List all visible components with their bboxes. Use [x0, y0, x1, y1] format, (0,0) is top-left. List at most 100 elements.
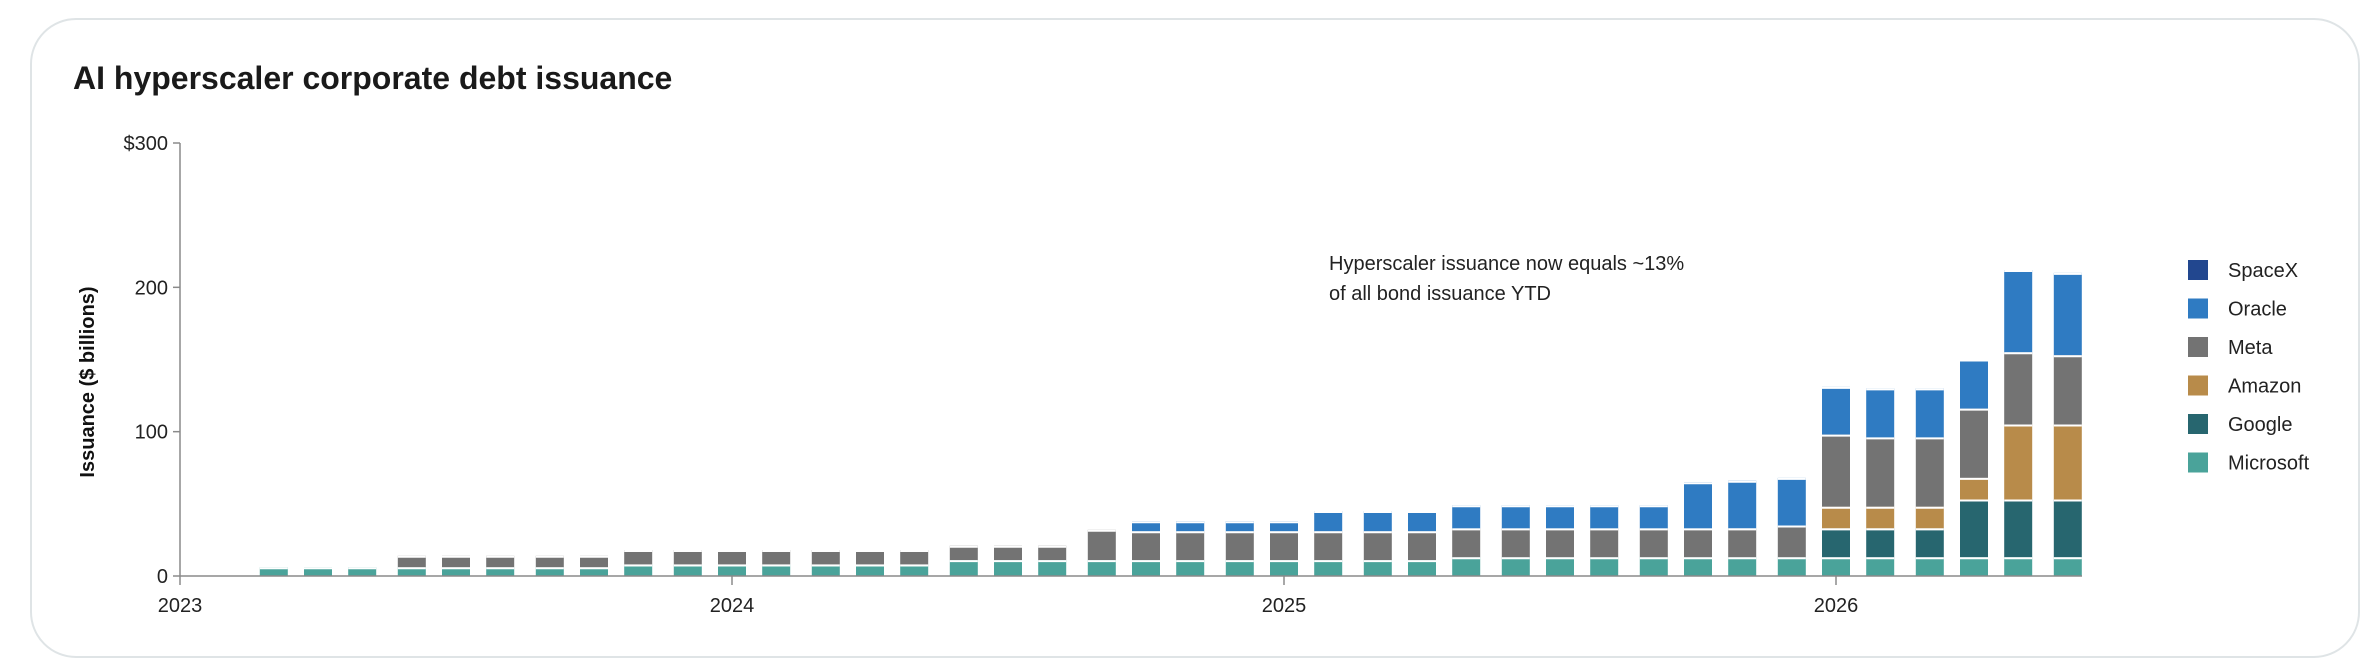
bar-segment-google-38 — [2004, 499, 2033, 558]
bar-segment-oracle-28 — [1546, 505, 1574, 529]
bar-segment-microsoft-3 — [397, 567, 426, 576]
x-tick-label: 2024 — [710, 595, 755, 617]
axes-layer: $300 200 100 0 2023 2024 2025 2026 — [124, 133, 2082, 617]
bar-segment-microsoft-36 — [1915, 557, 1944, 576]
legend-label-spacex: SpaceX — [2228, 260, 2298, 282]
bar-segment-microsoft-19 — [1132, 560, 1160, 576]
bar-segment-google-36 — [1915, 528, 1944, 558]
chart-title: AI hyperscaler corporate debt issuance — [73, 60, 673, 96]
legend-label-google: Google — [2228, 414, 2293, 436]
bar-segment-microsoft-17 — [1038, 560, 1067, 576]
bar-segment-meta-23 — [1314, 531, 1343, 561]
y-tick-label: $300 — [124, 133, 169, 155]
legend-swatch-spacex — [2188, 260, 2208, 280]
bar-segment-microsoft-12 — [811, 564, 840, 576]
x-tick-label: 2026 — [1814, 595, 1859, 617]
bar-segment-microsoft-13 — [856, 564, 884, 576]
bar-segment-oracle-36 — [1915, 388, 1944, 438]
bar-segment-meta-8 — [624, 550, 653, 565]
bar-segment-oracle-31 — [1684, 482, 1712, 529]
legend-swatch-meta — [2188, 337, 2208, 357]
bar-segment-microsoft-16 — [994, 560, 1022, 576]
bar-segment-meta-4 — [442, 555, 470, 568]
bar-segment-google-34 — [1822, 528, 1850, 558]
bar-segment-oracle-29 — [1590, 505, 1619, 529]
bar-segment-oracle-24 — [1363, 511, 1392, 532]
bar-segment-meta-36 — [1915, 437, 1944, 507]
bar-segment-meta-33 — [1777, 525, 1806, 558]
legend: SpaceX Oracle Meta Amazon Google Microsoft — [2188, 260, 2310, 475]
bar-segment-microsoft-18 — [1087, 560, 1116, 576]
bar-segment-meta-35 — [1866, 437, 1895, 507]
bar-segment-oracle-30 — [1639, 505, 1668, 529]
bar-segment-meta-20 — [1176, 531, 1205, 561]
bar-segment-google-39 — [2053, 499, 2082, 558]
bar-segment-microsoft-34 — [1822, 557, 1850, 576]
chart-svg: $300 200 100 0 2023 2024 2025 2026 Issuance ($ … — [77, 133, 2310, 617]
bars-layer — [259, 270, 2082, 576]
y-tick-label: 0 — [157, 566, 168, 588]
bar-segment-oracle-27 — [1501, 505, 1530, 529]
bar-segment-meta-19 — [1132, 531, 1160, 561]
bar-segment-microsoft-23 — [1314, 560, 1343, 576]
bar-segment-microsoft-5 — [486, 567, 515, 576]
bar-segment-microsoft-22 — [1270, 560, 1298, 576]
bar-segment-google-37 — [1960, 499, 1988, 558]
bar-segment-meta-6 — [535, 555, 564, 568]
bar-segment-meta-12 — [811, 550, 840, 565]
bar-segment-microsoft-20 — [1176, 560, 1205, 576]
bar-segment-meta-31 — [1684, 528, 1712, 558]
bar-segment-oracle-33 — [1777, 477, 1806, 526]
y-axis-label: Issuance ($ billions) — [77, 286, 99, 477]
bar-segment-meta-28 — [1546, 528, 1574, 558]
bar-segment-microsoft-28 — [1546, 557, 1574, 576]
bar-segment-microsoft-38 — [2004, 557, 2033, 576]
bar-segment-meta-11 — [762, 550, 791, 565]
bar-segment-microsoft-31 — [1684, 557, 1712, 576]
legend-swatch-microsoft — [2188, 452, 2208, 473]
bar-segment-meta-38 — [2004, 352, 2033, 425]
bar-segment-oracle-23 — [1314, 511, 1343, 532]
bar-segment-meta-18 — [1087, 529, 1116, 561]
bar-segment-microsoft-37 — [1960, 557, 1988, 576]
bar-segment-meta-13 — [856, 550, 884, 565]
bar-segment-microsoft-15 — [949, 560, 978, 576]
bar-segment-meta-22 — [1270, 531, 1298, 561]
bar-segment-oracle-39 — [2053, 272, 2082, 356]
bar-segment-oracle-35 — [1866, 388, 1895, 438]
bar-segment-meta-26 — [1452, 528, 1481, 558]
bar-segment-meta-5 — [486, 555, 515, 568]
bar-segment-microsoft-25 — [1408, 560, 1436, 576]
bar-segment-meta-10 — [718, 550, 746, 565]
legend-label-oracle: Oracle — [2228, 299, 2287, 321]
y-tick-label: 200 — [135, 277, 168, 299]
x-tick-label: 2023 — [158, 595, 203, 617]
bar-segment-oracle-37 — [1960, 359, 1988, 409]
bar-segment-meta-16 — [994, 545, 1022, 561]
bar-segment-google-35 — [1866, 528, 1895, 558]
bar-segment-oracle-38 — [2004, 270, 2033, 353]
legend-label-microsoft: Microsoft — [2228, 453, 2310, 475]
legend-swatch-google — [2188, 414, 2208, 434]
bar-segment-microsoft-14 — [900, 564, 929, 576]
bar-segment-amazon-39 — [2053, 424, 2082, 500]
bar-segment-meta-15 — [949, 545, 978, 561]
bar-segment-microsoft-27 — [1501, 557, 1530, 576]
bar-segment-meta-29 — [1590, 528, 1619, 558]
bar-segment-microsoft-32 — [1728, 557, 1757, 576]
bar-segment-meta-25 — [1408, 531, 1436, 561]
bar-segment-meta-9 — [673, 550, 702, 565]
legend-label-amazon: Amazon — [2228, 376, 2301, 398]
legend-swatch-oracle — [2188, 298, 2208, 319]
bar-segment-microsoft-2 — [348, 567, 377, 576]
bar-segment-oracle-34 — [1822, 386, 1850, 435]
bar-segment-oracle-22 — [1270, 521, 1298, 532]
bar-segment-oracle-21 — [1225, 521, 1254, 532]
bar-segment-meta-34 — [1822, 434, 1850, 507]
bar-segment-amazon-34 — [1822, 506, 1850, 529]
bar-segment-microsoft-10 — [718, 564, 746, 576]
bar-segment-microsoft-9 — [673, 564, 702, 576]
bar-segment-microsoft-6 — [535, 567, 564, 576]
bar-segment-microsoft-26 — [1452, 557, 1481, 576]
bar-segment-meta-30 — [1639, 528, 1668, 558]
